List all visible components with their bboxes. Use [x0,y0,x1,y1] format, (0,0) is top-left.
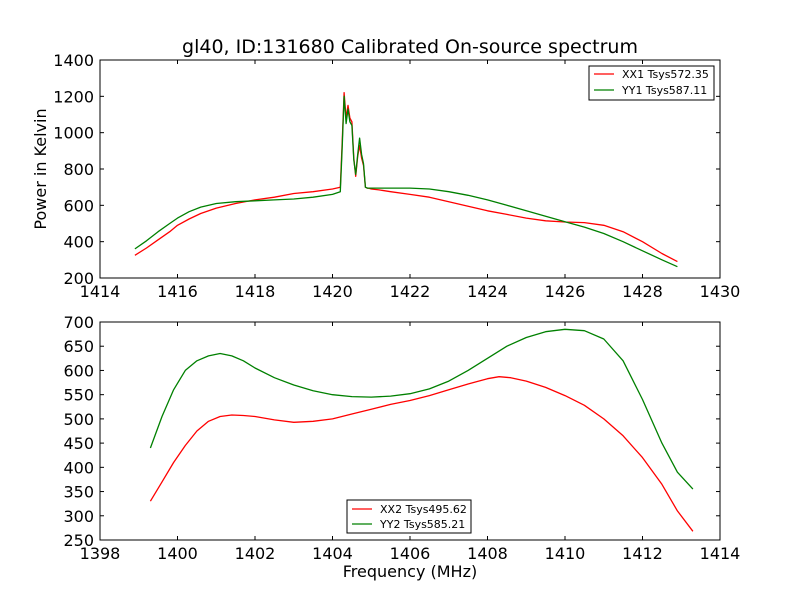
bottom-series-group [149,328,694,532]
top-y-tick-label: 600 [63,196,94,215]
top-x-tick-label: 1420 [312,282,353,301]
top-legend-label-yy1: YY1 Tsys587.11 [621,84,707,97]
chart-title: gl40, ID:131680 Calibrated On-source spe… [182,36,638,58]
bottom-x-tick-label: 1408 [467,544,508,563]
bottom-y-tick-label: 650 [63,337,94,356]
chart-top: gl40, ID:131680 Calibrated On-source spe… [31,36,740,301]
top-x-tick-label: 1430 [700,282,741,301]
bottom-x-tick-label: 1402 [235,544,276,563]
bottom-y-tick-label: 500 [63,410,94,429]
bottom-plot-frame [99,321,721,541]
bottom-x-tick-label: 1398 [80,544,121,563]
bottom-x-tick-label: 1414 [700,544,741,563]
bottom-x-tick-label: 1400 [157,544,198,563]
top-x-tick-label: 1418 [235,282,276,301]
bottom-y-tick-label: 350 [63,483,94,502]
top-y-tick-label: 1000 [53,124,94,143]
top-legend-box [588,65,715,101]
top-y-axis-label: Power in Kelvin [31,108,50,229]
top-plot-frame [99,59,721,279]
bottom-x-tick-label: 1410 [545,544,586,563]
bottom-ticks: 1398 1400 1402 1404 1406 1408 1410 1412 1414 250 3… [63,313,740,563]
bottom-legend-label-yy2: YY2 Tsys585.21 [379,518,465,531]
bottom-legend: XX2 Tsys495.62 YY2 Tsys585.21 [346,499,472,534]
bottom-y-tick-label: 600 [63,361,94,380]
bottom-series-line-yy2 [149,328,694,490]
top-legend-label-xx1: XX1 Tsys572.35 [622,68,709,81]
top-series-line-yy1 [134,95,678,268]
chart-bottom: Frequency (MHz) 1398 1400 1402 1404 1406 1408… [63,313,740,581]
top-y-tick-label: 800 [63,160,94,179]
top-x-tick-label: 1428 [622,282,663,301]
top-y-tick-label: 400 [63,233,94,252]
bottom-x-axis-label: Frequency (MHz) [343,562,477,581]
bottom-y-tick-label: 400 [63,458,94,477]
top-x-tick-label: 1416 [157,282,198,301]
bottom-y-tick-label: 300 [63,507,94,526]
top-y-tick-label: 1200 [53,87,94,106]
bottom-y-tick-label: 550 [63,386,94,405]
top-y-tick-label: 1400 [53,51,94,70]
bottom-x-tick-label: 1406 [390,544,431,563]
top-series-group [134,92,678,268]
top-x-tick-label: 1422 [390,282,431,301]
bottom-y-tick-label: 450 [63,434,94,453]
top-x-tick-label: 1426 [545,282,586,301]
bottom-y-tick-label: 250 [63,531,94,550]
top-ticks: 1414 1416 1418 1420 1422 1424 1426 1428 1430 200 4… [53,51,740,301]
bottom-x-tick-label: 1412 [622,544,663,563]
top-x-tick-label: 1414 [80,282,121,301]
bottom-legend-label-xx2: XX2 Tsys495.62 [380,503,467,516]
top-x-tick-label: 1424 [467,282,508,301]
bottom-series-line-xx2 [149,376,694,532]
top-legend: XX1 Tsys572.35 YY1 Tsys587.11 [588,65,715,101]
top-y-tick-label: 200 [63,269,94,288]
bottom-legend-box [346,499,472,534]
bottom-y-tick-label: 700 [63,313,94,332]
bottom-x-tick-label: 1404 [312,544,353,563]
